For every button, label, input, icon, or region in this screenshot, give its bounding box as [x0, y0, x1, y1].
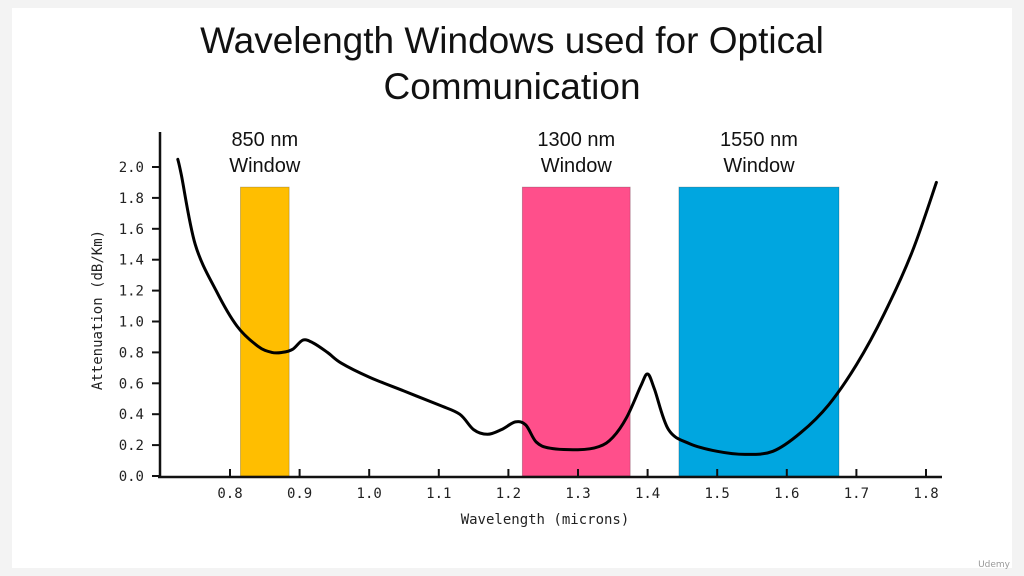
page-title: Wavelength Windows used for Optical Comm… [0, 18, 1024, 110]
x-tick-label: 1.8 [913, 486, 938, 502]
y-tick-label: 1.6 [119, 222, 144, 238]
window-label-2-line-1: 1300 nm [537, 129, 615, 151]
x-tick-label: 1.3 [565, 486, 590, 502]
y-tick-label: 1.8 [119, 191, 144, 207]
attenuation-curve [176, 157, 938, 456]
x-tick-label: 1.0 [357, 486, 382, 502]
x-tick-label: 1.5 [705, 486, 730, 502]
window-label-1-line-1: 850 nm [231, 129, 298, 151]
windows-layer [240, 186, 840, 477]
y-tick-label: 0.0 [119, 469, 144, 485]
x-tick-label: 1.6 [774, 486, 799, 502]
x-axis-label: Wavelength (microns) [461, 512, 630, 528]
y-tick-label: 0.6 [119, 376, 144, 392]
y-tick-label: 0.2 [119, 438, 144, 454]
title-line-1: Wavelength Windows used for Optical [200, 20, 824, 61]
x-tick-label: 0.9 [287, 486, 312, 502]
window-label-2-line-2: Window [541, 155, 613, 177]
x-tick-label: 0.8 [217, 486, 242, 502]
window-band-2 [521, 186, 631, 477]
x-tick-label: 1.2 [496, 486, 521, 502]
x-tick-label: 1.4 [635, 486, 660, 502]
y-tick-label: 1.0 [119, 315, 144, 331]
x-tick-label: 1.7 [844, 486, 869, 502]
labels-layer: 850 nm Window 1300 nm Window 1550 nm Window [229, 129, 798, 177]
window-label-3-line-1: 1550 nm [720, 129, 798, 151]
window-band-1 [240, 186, 290, 477]
y-axis-label: Attenuation (dB/Km) [90, 230, 106, 390]
y-tick-label: 1.4 [119, 253, 144, 269]
y-tick-label: 0.4 [119, 407, 144, 423]
watermark: Udemy [978, 560, 1010, 570]
window-label-3-line-2: Window [723, 155, 795, 177]
y-tick-label: 0.8 [119, 345, 144, 361]
title-line-2: Communication [383, 66, 641, 107]
y-tick-label: 1.2 [119, 284, 144, 300]
window-label-1-line-2: Window [229, 155, 301, 177]
slide-background [12, 8, 1012, 568]
axes-layer: 0.0 0.2 0.4 0.6 0.8 1.0 1.2 1.4 1.6 1.8 2.0 0.8 0.9 1… [90, 132, 942, 528]
y-tick-label: 2.0 [119, 160, 144, 176]
window-band-3 [678, 186, 840, 477]
curve-layer [176, 157, 938, 456]
x-tick-label: 1.1 [426, 486, 451, 502]
